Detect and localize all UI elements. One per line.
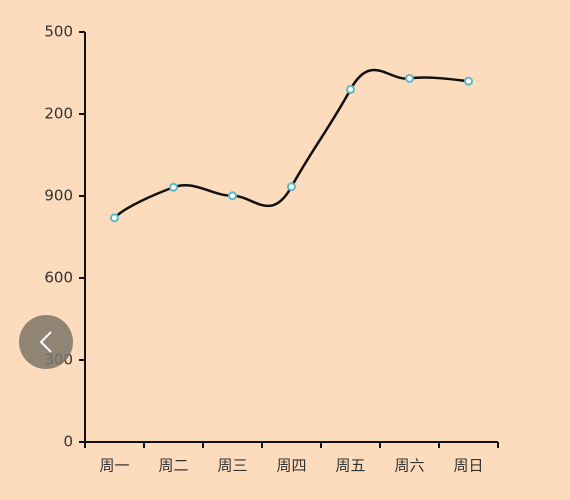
y-tick-label: 900	[44, 187, 73, 205]
point	[464, 76, 473, 86]
x-tick-label: 周三	[217, 457, 247, 475]
x-tick-label: 周日	[453, 457, 483, 475]
back-button[interactable]	[19, 315, 73, 369]
y-tick-label: 500	[44, 23, 73, 41]
x-tick-label: 周二	[158, 457, 188, 475]
x-tick-label: 周五	[335, 457, 365, 475]
x-tick-label: 周一	[99, 457, 129, 475]
plot-area: 0300600900200500周一周二周三周四周五周六周日	[44, 23, 499, 475]
y-tick-label: 200	[44, 105, 73, 123]
point	[228, 191, 237, 201]
point	[405, 73, 414, 83]
point	[169, 182, 178, 192]
back-chevron[interactable]	[39, 331, 52, 353]
x-tick-label: 周六	[394, 457, 424, 475]
back-button-circle[interactable]	[19, 315, 73, 369]
line	[113, 68, 469, 219]
x-tick-label: 周四	[276, 457, 306, 475]
point	[287, 182, 296, 192]
point	[110, 213, 119, 223]
y-tick-label: 600	[44, 269, 73, 287]
point	[346, 84, 355, 94]
y-tick-label: 0	[63, 433, 73, 451]
